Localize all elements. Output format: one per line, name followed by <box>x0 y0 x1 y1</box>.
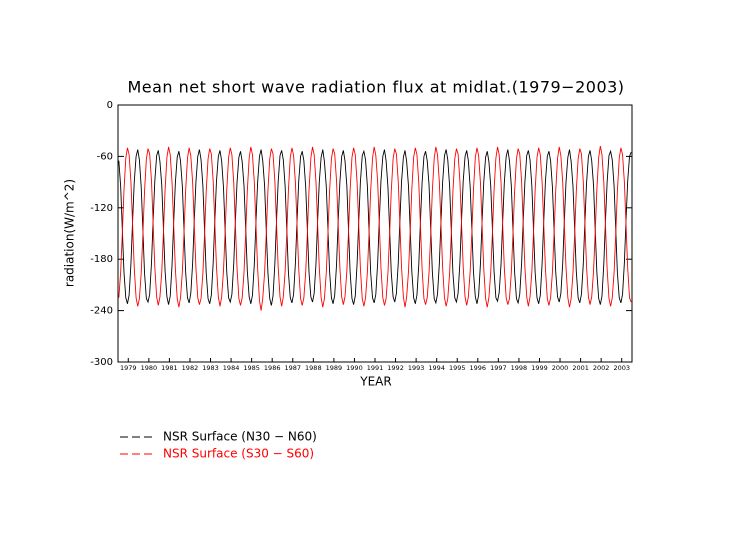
x-axis-label: YEAR <box>359 375 391 389</box>
x-tick-label: 1996 <box>470 364 487 372</box>
x-tick-label: 1997 <box>490 364 507 372</box>
x-tick-label: 1986 <box>264 364 281 372</box>
x-tick-label: 1992 <box>387 364 404 372</box>
x-tick-label: 1993 <box>408 364 425 372</box>
x-tick-label: 1999 <box>531 364 548 372</box>
x-tick-label: 1989 <box>326 364 343 372</box>
x-tick-label: 1985 <box>243 364 260 372</box>
x-tick-label: 2003 <box>613 364 630 372</box>
x-tick-label: 1988 <box>305 364 322 372</box>
x-tick-label: 1983 <box>202 364 219 372</box>
x-tick-label: 1994 <box>428 364 445 372</box>
legend-label: NSR Surface (N30 − N60) <box>163 430 317 444</box>
x-tick-label: 1987 <box>284 364 301 372</box>
y-tick-label: -120 <box>90 203 113 214</box>
x-tick-label: 1995 <box>449 364 466 372</box>
x-tick-label: 1979 <box>120 364 137 372</box>
series-line <box>118 146 632 311</box>
y-tick-label: -180 <box>90 254 113 265</box>
y-axis-label: radiation(W/m^2) <box>63 179 77 287</box>
y-tick-label: 0 <box>107 100 113 111</box>
x-tick-label: 2002 <box>593 364 610 372</box>
x-tick-label: 1980 <box>141 364 158 372</box>
y-tick-label: -60 <box>97 151 113 162</box>
x-tick-label: 1982 <box>182 364 199 372</box>
x-tick-label: 2001 <box>572 364 589 372</box>
series-line <box>118 149 632 306</box>
x-tick-label: 1984 <box>223 364 240 372</box>
x-tick-label: 1981 <box>161 364 178 372</box>
plot-frame <box>117 104 633 363</box>
x-tick-label: 2000 <box>552 364 569 372</box>
chart-title: Mean net short wave radiation flux at mi… <box>127 78 624 97</box>
legend-label: NSR Surface (S30 − S60) <box>163 447 314 461</box>
y-tick-label: -300 <box>90 357 113 368</box>
x-tick-label: 1991 <box>367 364 384 372</box>
x-tick-label: 1990 <box>346 364 363 372</box>
y-tick-label: -240 <box>90 306 113 317</box>
x-tick-label: 1998 <box>511 364 528 372</box>
